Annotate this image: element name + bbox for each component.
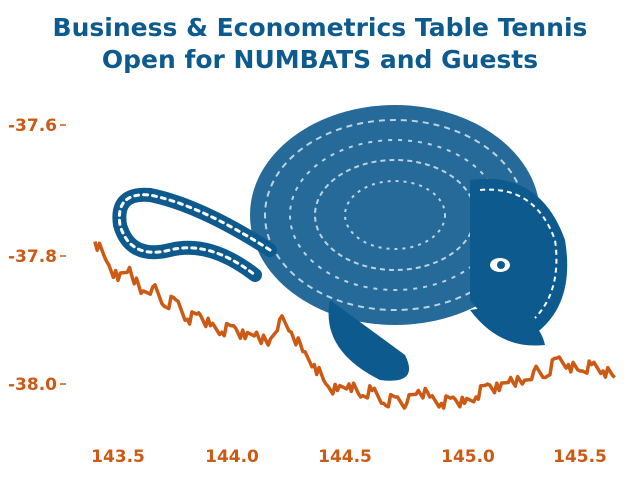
chart-title: Business & Econometrics Table Tennis Ope… bbox=[0, 12, 640, 76]
series-line-0 bbox=[93, 241, 616, 410]
x-tick-label: 145.5 bbox=[553, 447, 607, 467]
series-layer bbox=[93, 241, 616, 410]
chart-title-line-1: Business & Econometrics Table Tennis bbox=[52, 13, 588, 42]
numbat-legs bbox=[328, 300, 545, 381]
x-tick-label: 144.5 bbox=[318, 447, 372, 467]
numbat-tail bbox=[112, 187, 277, 282]
numbat-head bbox=[470, 178, 568, 334]
x-axis: 143.5 144.0 144.5 145.0 145.5 bbox=[91, 447, 607, 467]
y-tick-label: -37.6 bbox=[8, 116, 57, 136]
numbat-illustration bbox=[112, 105, 568, 381]
x-tick-label: 143.5 bbox=[91, 447, 145, 467]
chart-title-line-2: Open for NUMBATS and Guests bbox=[101, 45, 539, 74]
x-tick-label: 145.0 bbox=[441, 447, 495, 467]
y-tick-label: -37.8 bbox=[8, 247, 57, 267]
y-axis: -37.6 -37.8 -38.0 bbox=[8, 116, 66, 395]
y-tick-label: -38.0 bbox=[8, 375, 57, 395]
x-tick-label: 144.0 bbox=[205, 447, 259, 467]
